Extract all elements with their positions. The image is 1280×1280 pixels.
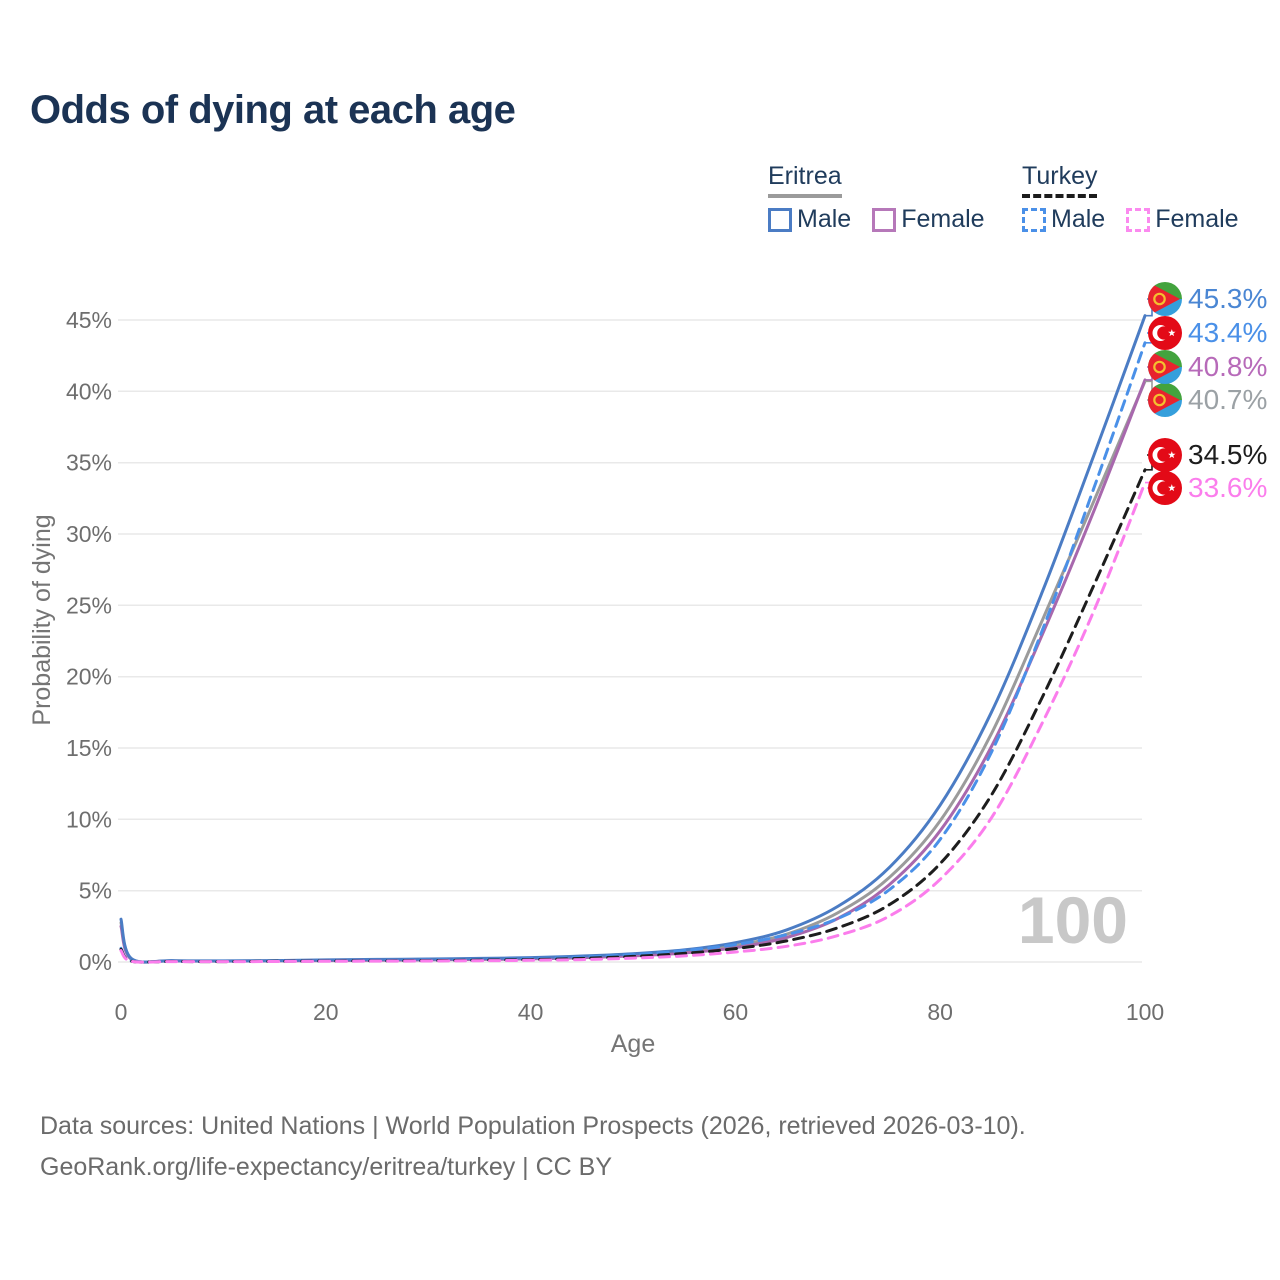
y-tick-label: 25% — [66, 592, 112, 618]
source-line: Data sources: United Nations | World Pop… — [40, 1112, 1026, 1140]
legend-item-eritrea-male[interactable]: Male — [768, 205, 851, 234]
end-value-label-turkey-male: 43.4% — [1188, 317, 1267, 348]
legend-country-turkey[interactable]: Turkey — [1022, 162, 1098, 198]
end-value-label-eritrea-female: 40.8% — [1188, 351, 1267, 382]
end-value-label-eritrea-male: 45.3% — [1188, 283, 1267, 314]
legend-item-eritrea-female[interactable]: Female — [872, 205, 985, 234]
y-tick-label: 20% — [66, 664, 112, 690]
age-watermark: 100 — [1018, 883, 1128, 957]
turkey-female-swatch[interactable] — [1126, 207, 1151, 232]
y-tick-label: 10% — [66, 806, 112, 832]
end-annotation-turkey-female: 33.6% — [1145, 471, 1267, 505]
y-tick-label: 30% — [66, 521, 112, 547]
series-line-eritrea-male[interactable] — [119, 314, 1147, 964]
turkey-flag-icon — [1148, 471, 1182, 505]
x-tick-label: 60 — [723, 999, 749, 1025]
end-value-label-turkey-female: 33.6% — [1188, 472, 1267, 503]
series-line-eritrea-female[interactable] — [119, 378, 1147, 964]
legend-group-eritrea: Eritrea Male Female — [768, 162, 1006, 234]
y-tick-label: 35% — [66, 450, 112, 476]
legend-group-turkey: Turkey Male Female — [1022, 162, 1260, 234]
end-annotation-turkey-male: 43.4% — [1145, 316, 1267, 350]
eritrea-flag-icon — [1148, 383, 1182, 417]
end-annotation-eritrea-all: 40.7% — [1145, 380, 1267, 417]
legend-item-turkey-male[interactable]: Male — [1022, 205, 1105, 234]
eritrea-female-swatch[interactable] — [872, 207, 897, 232]
y-tick-label: 5% — [79, 878, 112, 904]
x-tick-label: 0 — [115, 999, 128, 1025]
eritrea-male-swatch[interactable] — [768, 207, 792, 232]
eritrea-flag-icon — [1148, 282, 1182, 316]
series-line-turkey-male[interactable] — [119, 341, 1147, 964]
y-tick-label: 0% — [79, 949, 112, 975]
legend-label: Male — [797, 205, 852, 233]
y-tick-label: 40% — [66, 378, 112, 404]
series-line-turkey-female[interactable] — [119, 481, 1147, 964]
data-source-note: Data sources: United Nations | World Pop… — [40, 1106, 1026, 1188]
page-title: Odds of dying at each age — [30, 88, 516, 132]
legend-item-turkey-female[interactable]: Female — [1126, 205, 1239, 234]
legend-label: Female — [1155, 205, 1239, 233]
turkey-flag-icon — [1148, 438, 1182, 472]
x-tick-label: 40 — [518, 999, 544, 1025]
chart-legend: Eritrea Male Female Turkey Male — [0, 162, 1280, 242]
x-tick-label: 20 — [313, 999, 339, 1025]
end-value-label-eritrea-all: 40.7% — [1188, 384, 1267, 415]
end-annotation-eritrea-female: 40.8% — [1145, 350, 1267, 384]
gridlines: 0% 5% 10% 15% 20% 25% 30% 35% 40% 45% 0 20 40 60 80 100 — [66, 307, 1164, 1025]
legend-label: Female — [901, 205, 985, 233]
y-tick-label: 45% — [66, 307, 112, 333]
y-tick-label: 15% — [66, 735, 112, 761]
eritrea-flag-icon — [1148, 350, 1182, 384]
legend-country-eritrea[interactable]: Eritrea — [768, 162, 842, 198]
end-annotation-eritrea-male: 45.3% — [1145, 282, 1267, 317]
y-axis-title: Probability of dying — [28, 514, 56, 725]
x-tick-label: 100 — [1126, 999, 1164, 1025]
series-line-eritrea-all[interactable] — [119, 379, 1147, 964]
x-axis-title: Age — [611, 1030, 655, 1058]
turkey-male-swatch[interactable] — [1022, 207, 1046, 232]
legend-label: Male — [1051, 205, 1106, 233]
end-value-label-turkey-all: 34.5% — [1188, 439, 1267, 470]
x-tick-label: 80 — [927, 999, 953, 1025]
turkey-flag-icon — [1148, 316, 1182, 350]
attribution-line: GeoRank.org/life-expectancy/eritrea/turk… — [40, 1153, 613, 1181]
series-line-turkey-all[interactable] — [119, 468, 1147, 964]
end-annotation-turkey-all: 34.5% — [1145, 438, 1267, 472]
